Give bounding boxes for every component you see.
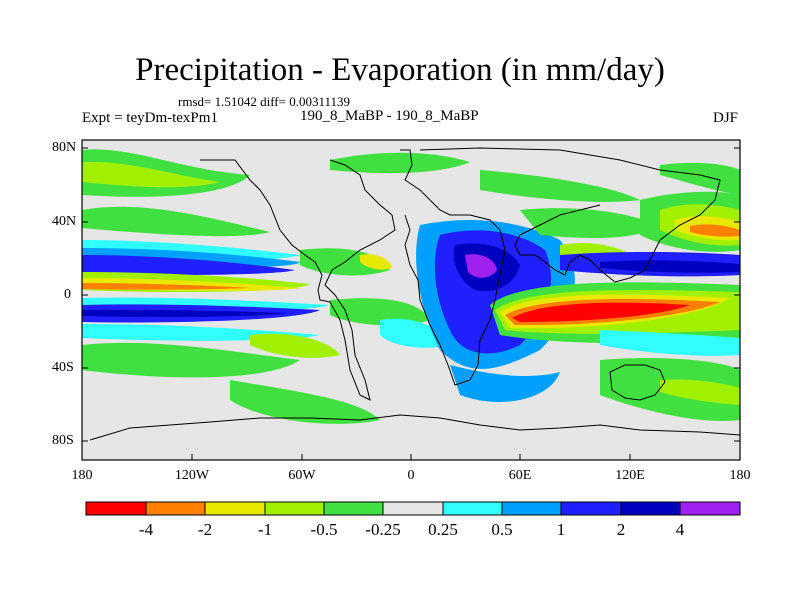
experiment-label: Expt = teyDm-texPm1 xyxy=(82,110,218,126)
coastlines xyxy=(89,147,741,441)
field-region xyxy=(82,206,270,237)
colorbar-label: -0.25 xyxy=(365,520,401,539)
colorbar-box xyxy=(620,501,681,516)
colorbar-box xyxy=(679,501,741,516)
colorbar-box xyxy=(264,501,325,516)
colorbar xyxy=(85,501,741,516)
colorbar-box xyxy=(501,501,562,516)
field-region xyxy=(82,161,220,188)
lat-label-80n: 80N xyxy=(52,140,77,155)
lat-label-40n: 40N xyxy=(52,214,77,229)
colorbar-box xyxy=(204,501,266,516)
colorbar-label: -1 xyxy=(257,520,273,539)
lat-label-0: 0 xyxy=(64,287,71,302)
coastline xyxy=(200,159,396,401)
field-region xyxy=(465,254,497,278)
colorbar-box xyxy=(145,501,206,516)
field-region xyxy=(520,208,660,238)
field-region xyxy=(380,318,450,348)
season-label: DJF xyxy=(712,110,738,126)
lon-label-60w: 60W xyxy=(288,468,316,483)
field-region xyxy=(660,379,740,405)
colorbar-label: 4 xyxy=(675,520,685,539)
field-region xyxy=(82,309,290,317)
field-region xyxy=(250,333,340,358)
field-region xyxy=(82,283,250,290)
lon-label-60e: 60E xyxy=(508,468,532,483)
lon-label-180w: 180 xyxy=(71,468,93,483)
comparison-label: 190_8_MaBP - 190_8_MaBP xyxy=(300,108,479,124)
coastline xyxy=(89,414,741,441)
field-region xyxy=(600,260,740,273)
coastline xyxy=(400,149,506,386)
colorbar-box xyxy=(560,501,622,516)
coastline xyxy=(419,147,721,283)
colorbar-box xyxy=(85,501,147,516)
lat-label-80s: 80S xyxy=(52,433,74,448)
map-title: Precipitation - Evaporation (in mm/day) xyxy=(135,52,665,88)
colorbar-label: 0.25 xyxy=(428,520,458,539)
coastline xyxy=(609,364,666,401)
colorbar-label: -4 xyxy=(138,520,154,539)
field-region xyxy=(600,330,740,356)
lon-label-120e: 120E xyxy=(615,468,645,483)
lon-label-0: 0 xyxy=(407,468,415,483)
field-region xyxy=(82,255,295,275)
colorbar-label: 2 xyxy=(616,520,626,539)
field-region xyxy=(330,152,470,174)
field-region xyxy=(330,298,430,326)
field-region xyxy=(512,302,690,322)
colorbar-label: 0.5 xyxy=(491,520,513,539)
field-region xyxy=(690,224,740,237)
colorbar-label: -0.5 xyxy=(310,520,338,539)
map-field xyxy=(82,140,740,460)
field-region xyxy=(360,254,392,270)
field-region xyxy=(480,170,640,202)
lon-label-180e: 180 xyxy=(729,468,751,483)
field-region xyxy=(230,380,380,424)
colorbar-label: -2 xyxy=(197,520,213,539)
lon-ticks xyxy=(81,454,741,460)
colorbar-box xyxy=(382,501,444,516)
field-region xyxy=(450,365,560,402)
stats-text: rmsd= 1.51042 diff= 0.00311139 xyxy=(178,94,350,109)
colorbar-box xyxy=(442,501,503,516)
lat-ticks xyxy=(82,147,740,442)
lon-label-120w: 120W xyxy=(174,468,210,483)
colorbar-box xyxy=(323,501,384,516)
colorbar-label: 1 xyxy=(556,520,566,539)
field-region xyxy=(82,342,300,378)
field-region xyxy=(660,162,740,195)
lat-label-40s: 40S xyxy=(52,360,74,375)
